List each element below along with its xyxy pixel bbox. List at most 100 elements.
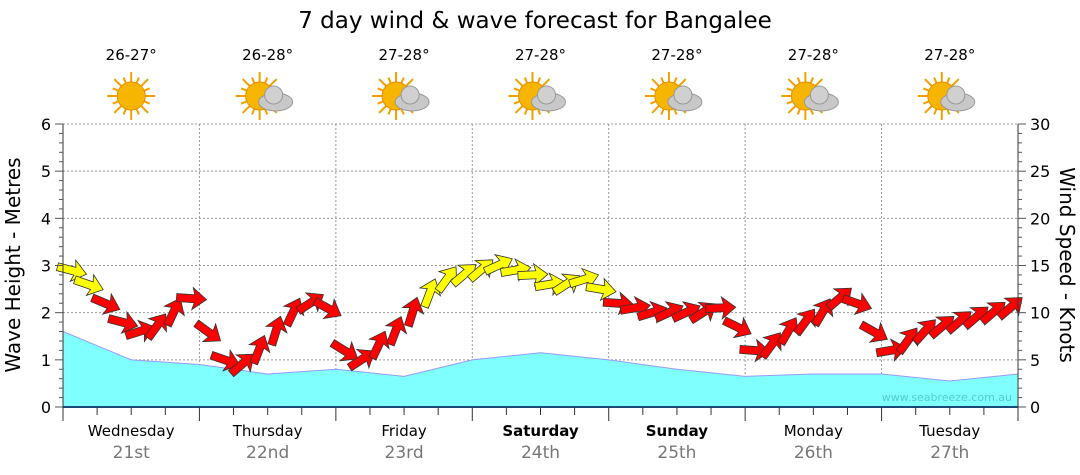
sun-ray	[796, 77, 801, 84]
wind-arrow	[401, 296, 425, 328]
sun-cloud-icon	[644, 72, 703, 120]
wind-arrow	[346, 348, 376, 372]
sun-ray	[122, 77, 127, 84]
sun-ray	[536, 77, 542, 84]
sun-ray	[400, 108, 405, 115]
y2-tick-label: 10	[1030, 304, 1050, 323]
y2-tick-label: 0	[1030, 398, 1040, 417]
sun-ray	[122, 108, 127, 115]
sun-ray	[933, 108, 938, 115]
sun-ray	[112, 87, 119, 92]
sun-ray	[264, 77, 269, 84]
y2-tick-label: 25	[1030, 162, 1050, 181]
wind-arrow	[418, 278, 442, 309]
wind-arrow	[312, 297, 342, 320]
cloud-puff	[537, 85, 556, 105]
wind-arrow	[163, 297, 185, 328]
date-label: 26th	[794, 443, 833, 463]
wind-arrow	[875, 338, 907, 363]
sun-ray	[240, 87, 248, 92]
sun-ray	[660, 108, 665, 115]
wind-arrow	[209, 348, 241, 372]
wind-arrow	[175, 286, 208, 311]
wind-arrow	[895, 327, 919, 356]
sun-ray	[268, 78, 278, 87]
wind-arrow	[721, 316, 752, 339]
sun-ray	[673, 108, 678, 115]
y2-tick-label: 20	[1030, 209, 1050, 228]
sun-ray	[651, 78, 660, 87]
sun-ray	[514, 105, 524, 114]
cloud-puff	[264, 85, 284, 105]
y2-tick-label: 15	[1030, 257, 1050, 276]
sun-ray	[387, 108, 392, 115]
day-label: Tuesday	[918, 422, 980, 440]
cloud-puff	[809, 85, 829, 105]
sun-ray	[251, 108, 256, 115]
y-tick-label: 1	[41, 351, 51, 370]
sun-ray	[140, 105, 149, 114]
watermark: www.seabreeze.com.au	[882, 391, 1012, 404]
date-label: 21st	[113, 443, 150, 463]
sun-icon	[107, 72, 156, 120]
date-label: 22nd	[246, 443, 289, 463]
sun-ray	[660, 77, 665, 84]
sun-ray	[135, 108, 140, 115]
temperature-label: 27-28°	[788, 46, 839, 64]
y-tick-label: 3	[41, 257, 51, 276]
chart-title: 7 day wind & wave forecast for Bangalee	[298, 8, 772, 34]
sun-ray	[264, 108, 269, 115]
wind-arrow	[793, 308, 816, 337]
sun-ray	[796, 108, 801, 115]
sun-ray	[650, 87, 657, 92]
sun-ray	[513, 100, 520, 105]
wind-arrow	[144, 313, 167, 342]
sun-ray	[140, 78, 149, 87]
sun-ray	[523, 77, 529, 84]
sun-ray	[924, 105, 933, 114]
wind-arrow	[466, 259, 494, 283]
y2-axis-label: Wind Speed - Knots	[1055, 167, 1079, 363]
day-label: Wednesday	[88, 422, 175, 440]
sun-disc	[116, 81, 146, 111]
y-tick-label: 6	[41, 115, 51, 134]
sun-ray	[673, 77, 678, 84]
y2-tick-label: 30	[1030, 115, 1050, 134]
sun-ray	[933, 77, 938, 84]
temperature-label: 27-28°	[379, 46, 430, 64]
sun-ray	[946, 77, 951, 84]
sun-ray	[809, 77, 814, 84]
day-label: Thursday	[232, 422, 303, 440]
wind-arrow	[367, 330, 390, 361]
date-label: 24th	[521, 443, 560, 463]
sun-ray	[387, 77, 392, 84]
temperature-label: 26-28°	[242, 46, 293, 64]
wind-arrow	[758, 332, 782, 360]
sun-ray	[786, 87, 793, 92]
temperature-label: 27-28°	[515, 46, 566, 64]
wind-arrow	[73, 273, 104, 297]
date-label: 23rd	[385, 443, 424, 463]
sun-ray	[143, 100, 151, 105]
wind-arrow	[107, 310, 139, 335]
sun-ray	[787, 105, 797, 114]
temperature-label: 26-27°	[106, 46, 157, 64]
sun-ray	[922, 87, 930, 92]
sun-ray	[143, 87, 151, 92]
sun-ray	[378, 105, 387, 114]
sun-ray	[536, 108, 542, 115]
sun-ray	[241, 105, 251, 114]
wind-arrow	[90, 292, 121, 315]
wind-arrow	[841, 292, 873, 316]
sun-ray	[405, 78, 414, 87]
wind-arrow	[585, 277, 617, 302]
y-axis-label: Wave Height - Metres	[1, 157, 25, 372]
sun-ray	[513, 87, 520, 92]
cloud-puff	[946, 85, 966, 105]
sun-ray	[922, 100, 930, 105]
sun-ray	[946, 108, 951, 115]
sun-ray	[787, 78, 797, 87]
sun-ray	[924, 78, 933, 87]
